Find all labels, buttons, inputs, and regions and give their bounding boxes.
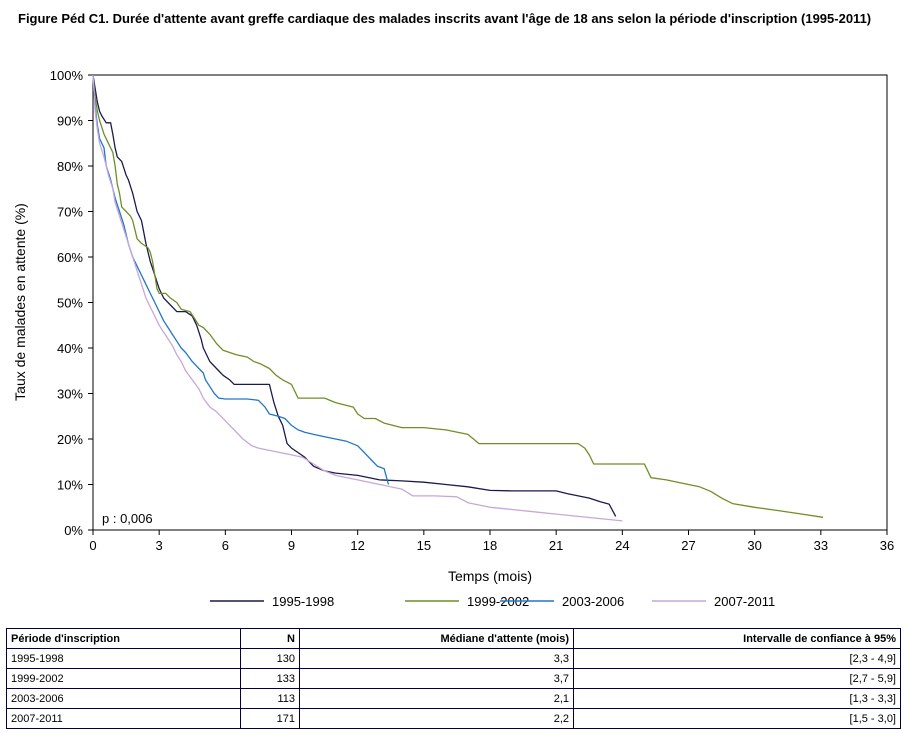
legend-label: 2007-2011 [714,594,775,609]
median-table: Période d'inscription N Médiane d'attent… [6,628,901,729]
figure-title: Figure Péd C1. Durée d'attente avant gre… [18,11,872,26]
y-tick-label: 0% [64,523,83,538]
legend-label: 2003-2006 [562,594,624,609]
x-axis: 0 3 6 9 12 15 18 21 24 27 30 33 36 [89,530,894,553]
x-tick-label: 30 [747,538,761,553]
p-value-annotation: p : 0,006 [102,511,153,526]
y-axis: 0% 10% 20% 30% 40% 50% 60% 70% 80% 90% 100% [50,68,93,538]
legend: 1995-1998 1999-2002 2003-2006 2007-2011 [210,594,775,609]
x-tick-label: 24 [615,538,629,553]
y-tick-label: 70% [57,205,83,220]
cell-ci: [1,3 - 3,3] [573,688,901,709]
cell-ci: [2,7 - 5,9] [573,668,901,689]
table-row: 2003-2006 113 2,1 [1,3 - 3,3] [6,688,901,709]
table-row: 2007-2011 171 2,2 [1,5 - 3,0] [6,708,901,729]
header-period: Période d'inscription [6,628,241,649]
y-tick-label: 40% [57,341,83,356]
header-n: N [240,628,300,649]
cell-n: 171 [240,708,300,729]
series-line-2007-2011 [92,74,623,522]
cell-period: 2007-2011 [6,708,241,729]
y-tick-label: 20% [57,432,83,447]
y-tick-label: 10% [57,478,83,493]
x-axis-label: Temps (mois) [448,568,532,584]
legend-label: 1995-1998 [272,594,334,609]
y-tick-label: 50% [57,296,83,311]
cell-period: 2003-2006 [6,688,241,709]
series-lines [92,74,824,522]
series-line-1995-1998 [92,74,617,517]
cell-median: 3,3 [299,648,574,669]
header-ci: Intervalle de confiance à 95% [573,628,901,649]
cell-ci: [1,5 - 3,0] [573,708,901,729]
series-line-2003-2006 [92,74,390,485]
x-tick-label: 33 [814,538,828,553]
cell-median: 2,2 [299,708,574,729]
y-tick-label: 80% [57,159,83,174]
cell-ci: [2,3 - 4,9] [573,648,901,669]
cell-median: 2,1 [299,688,574,709]
x-tick-label: 6 [222,538,229,553]
series-line-1999-2002 [92,74,824,518]
x-tick-label: 21 [549,538,563,553]
x-tick-label: 27 [681,538,695,553]
x-tick-label: 18 [483,538,497,553]
table-row: 1999-2002 133 3,7 [2,7 - 5,9] [6,668,901,689]
y-tick-label: 90% [57,114,83,129]
cell-n: 113 [240,688,300,709]
legend-label: 1999-2002 [467,594,529,609]
survival-chart: 0%10%20%30%40%50%60%70%80%90%100% 0 3 6 9 12… [12,68,894,609]
x-tick-label: 36 [880,538,894,553]
cell-period: 1999-2002 [6,668,241,689]
x-tick-label: 3 [156,538,163,553]
y-tick-label: 30% [57,387,83,402]
x-tick-label: 12 [350,538,364,553]
cell-n: 130 [240,648,300,669]
plot-frame [92,74,888,531]
y-tick-label: 60% [57,250,83,265]
cell-period: 1995-1998 [6,648,241,669]
table-row: 1995-1998 130 3,3 [2,3 - 4,9] [6,648,901,669]
x-tick-label: 0 [89,538,96,553]
x-tick-label: 15 [417,538,431,553]
cell-median: 3,7 [299,668,574,689]
y-axis-label: Taux de malades en attente (%) [12,203,28,401]
table-header-row: Période d'inscription N Médiane d'attent… [6,628,901,649]
x-tick-label: 9 [288,538,295,553]
header-median: Médiane d'attente (mois) [299,628,574,649]
y-tick-label: 100% [50,68,84,83]
cell-n: 133 [240,668,300,689]
